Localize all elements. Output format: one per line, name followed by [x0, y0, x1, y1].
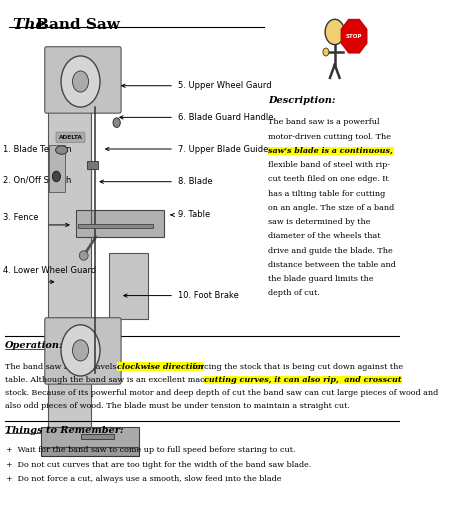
Bar [76, 210, 164, 237]
Bar [109, 253, 148, 319]
Ellipse shape [79, 251, 88, 260]
Text: drive and guide the blade. The: drive and guide the blade. The [268, 246, 393, 254]
Text: +  Wait for the band saw to come up to full speed before staring to cut.: + Wait for the band saw to come up to fu… [6, 446, 296, 454]
Text: cut teeth filed on one edge. It: cut teeth filed on one edge. It [268, 175, 389, 183]
Text: stock. Because of its powerful motor and deep depth of cut the band saw can cut : stock. Because of its powerful motor and… [5, 389, 438, 397]
Text: has a tilting table for cutting: has a tilting table for cutting [268, 190, 386, 198]
Text: 6. Blade Guard Handle: 6. Blade Guard Handle [178, 113, 273, 122]
FancyBboxPatch shape [56, 132, 85, 143]
Text: 8. Blade: 8. Blade [178, 177, 213, 186]
Text: The band saw blade travels in a: The band saw blade travels in a [5, 363, 137, 370]
Text: 2. On/Off Switch: 2. On/Off Switch [3, 175, 72, 184]
Text: motor-driven cutting tool. The: motor-driven cutting tool. The [268, 132, 392, 140]
Text: +  Do not force a cut, always use a smooth, slow feed into the blade: + Do not force a cut, always use a smoot… [6, 475, 282, 483]
Ellipse shape [61, 325, 100, 376]
Ellipse shape [325, 19, 345, 45]
Text: ADELTA: ADELTA [58, 135, 82, 140]
FancyBboxPatch shape [45, 47, 121, 113]
Bar [47, 90, 91, 438]
Text: 9. Table: 9. Table [178, 210, 210, 219]
Text: Band Saw: Band Saw [36, 18, 119, 32]
Ellipse shape [73, 71, 89, 92]
Bar [87, 161, 98, 169]
Text: Things to Remember:: Things to Remember: [5, 426, 124, 435]
Text: forcing the stock that is being cut down against the: forcing the stock that is being cut down… [191, 363, 403, 370]
Ellipse shape [61, 56, 100, 107]
Text: also odd pieces of wood. The blade must be under tension to maintain a straight : also odd pieces of wood. The blade must … [5, 402, 350, 410]
Text: flexible band of steel with rip-: flexible band of steel with rip- [268, 161, 391, 169]
Text: on an angle. The size of a band: on an angle. The size of a band [268, 204, 395, 212]
Text: clockwise direction: clockwise direction [117, 363, 204, 370]
Text: table. Although the band saw is an excellent machine for: table. Although the band saw is an excel… [5, 376, 239, 384]
Text: 5. Upper Wheel Gaurd: 5. Upper Wheel Gaurd [178, 81, 272, 90]
Text: 3. Fence: 3. Fence [3, 213, 39, 222]
Text: Description:: Description: [268, 96, 336, 105]
Bar [81, 434, 114, 439]
Text: the blade guard limits the: the blade guard limits the [268, 275, 374, 283]
Text: saw's blade is a continuous,: saw's blade is a continuous, [268, 147, 393, 155]
Text: depth of cut.: depth of cut. [268, 289, 320, 297]
Text: diameter of the wheels that: diameter of the wheels that [268, 232, 381, 240]
Text: The: The [13, 18, 51, 32]
Text: Operation:: Operation: [5, 341, 64, 350]
Text: +  Do not cut curves that are too tight for the width of the band saw blade.: + Do not cut curves that are too tight f… [6, 461, 311, 469]
Bar [78, 224, 153, 227]
Text: 10. Foot Brake: 10. Foot Brake [178, 291, 239, 300]
Ellipse shape [113, 118, 120, 127]
Text: 4. Lower Wheel Guard: 4. Lower Wheel Guard [3, 266, 97, 275]
Text: 7. Upper Blade Guide: 7. Upper Blade Guide [178, 145, 268, 154]
Text: saw is determined by the: saw is determined by the [268, 218, 371, 226]
Text: distance between the table and: distance between the table and [268, 261, 396, 269]
FancyBboxPatch shape [45, 317, 121, 384]
Text: cutting curves, it can also rip,  and crosscut: cutting curves, it can also rip, and cro… [204, 376, 401, 384]
Ellipse shape [323, 48, 329, 56]
Bar [49, 145, 65, 192]
Bar [41, 444, 139, 456]
Text: The band saw is a powerful: The band saw is a powerful [268, 118, 380, 127]
Ellipse shape [53, 171, 60, 182]
Text: STOP: STOP [346, 34, 362, 39]
Ellipse shape [55, 146, 68, 154]
Bar [41, 427, 139, 447]
Ellipse shape [73, 340, 89, 361]
Text: 1. Blade Tension: 1. Blade Tension [3, 145, 72, 154]
